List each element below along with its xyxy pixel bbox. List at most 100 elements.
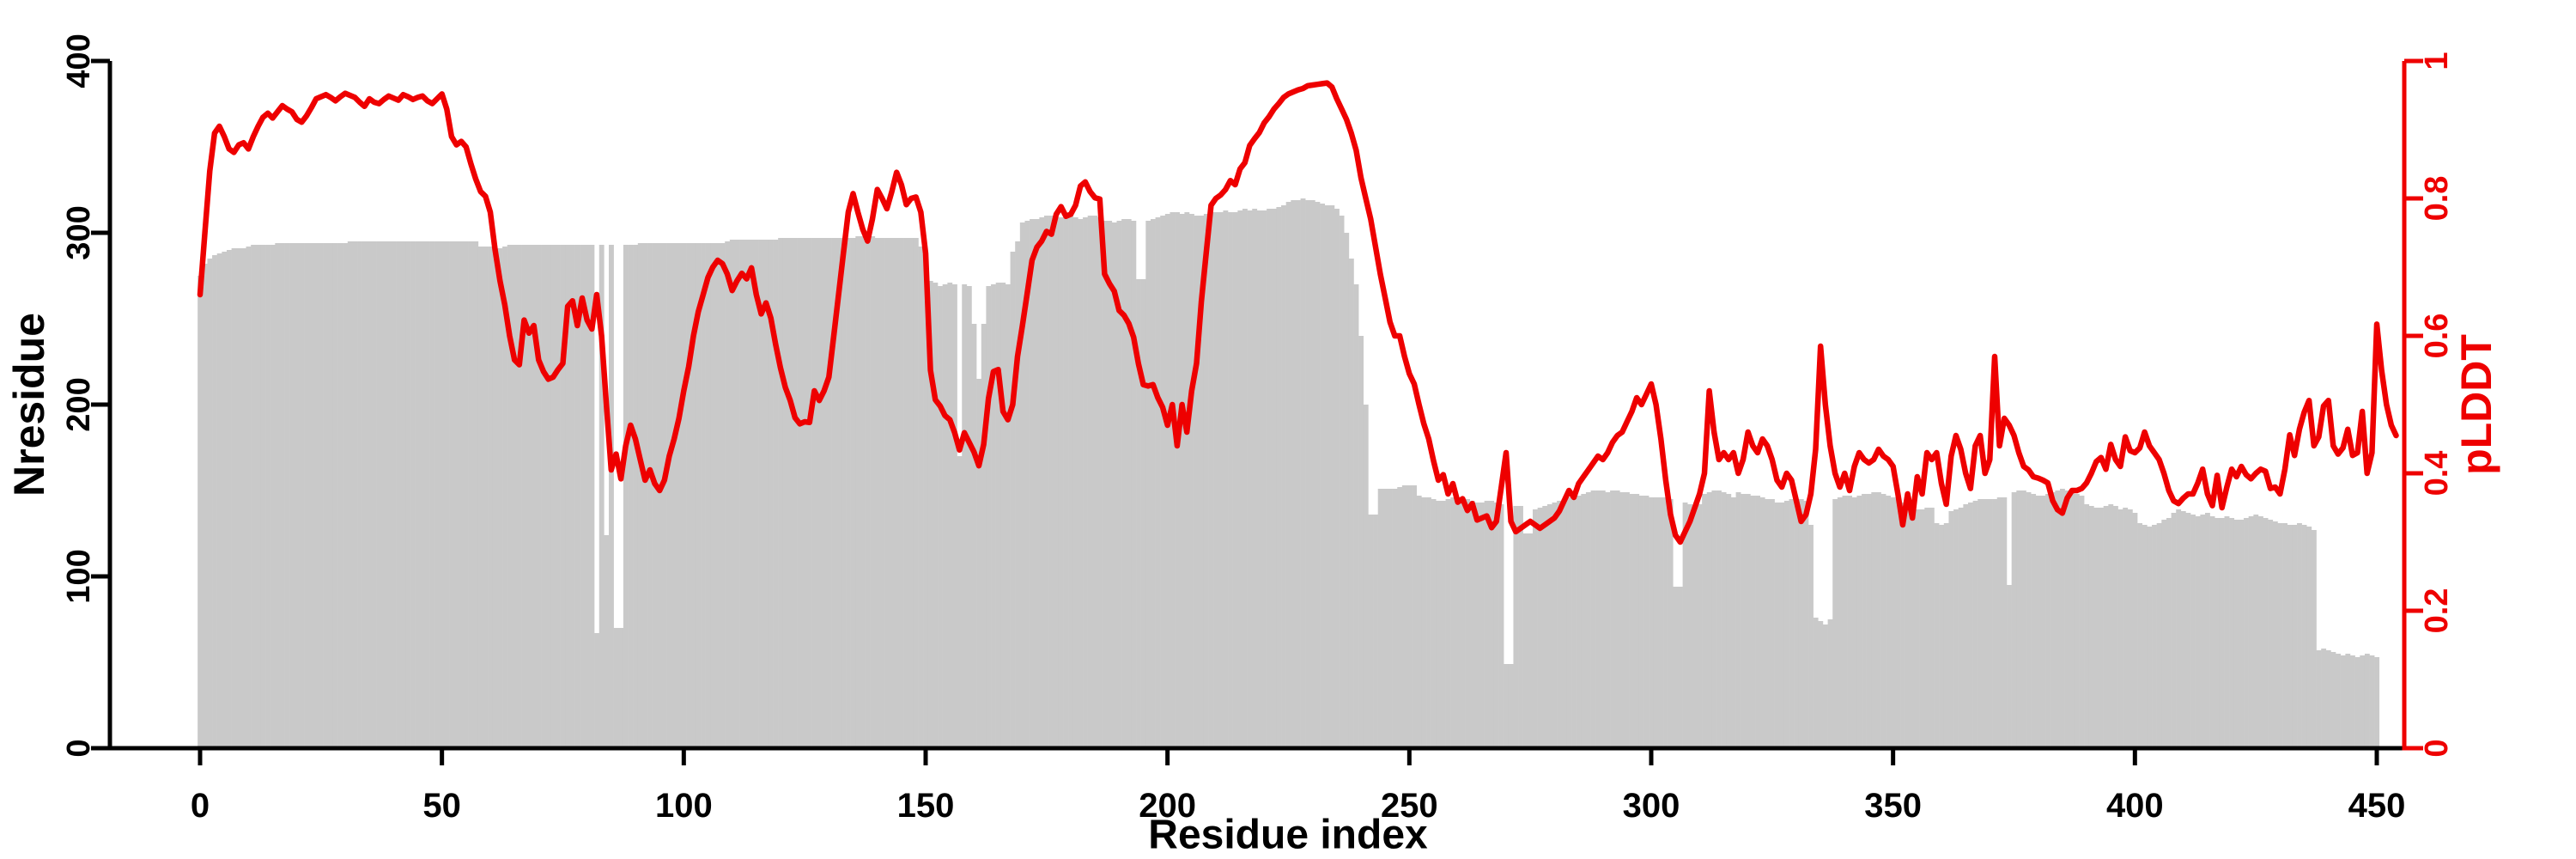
bar-nresidue bbox=[1373, 515, 1378, 748]
bar-nresidue bbox=[396, 241, 402, 748]
bar-nresidue bbox=[714, 243, 720, 748]
bar-nresidue bbox=[1285, 202, 1291, 748]
bar-nresidue bbox=[240, 248, 246, 748]
bar-nresidue bbox=[1614, 490, 1620, 748]
bar-nresidue bbox=[957, 456, 963, 748]
bar-nresidue bbox=[251, 245, 257, 748]
bar-nresidue bbox=[793, 238, 798, 748]
bar-nresidue bbox=[2093, 508, 2099, 748]
bar-nresidue bbox=[477, 247, 483, 748]
bar-nresidue bbox=[444, 241, 450, 748]
bar-nresidue bbox=[1218, 212, 1224, 748]
bar-nresidue bbox=[986, 286, 992, 748]
bar-nresidue bbox=[1271, 209, 1277, 748]
bar-nresidue bbox=[1851, 497, 1857, 748]
bar-nresidue bbox=[429, 241, 435, 748]
bar-nresidue bbox=[2297, 523, 2302, 748]
bar-nresidue bbox=[1832, 499, 1838, 748]
bar-nresidue bbox=[1107, 221, 1113, 748]
bar-nresidue bbox=[1513, 506, 1519, 748]
bar-nresidue bbox=[207, 259, 213, 748]
bar-nresidue bbox=[2374, 657, 2380, 748]
bar-nresidue bbox=[246, 247, 252, 748]
bar-nresidue bbox=[1412, 485, 1418, 748]
bar-nresidue bbox=[1479, 503, 1485, 748]
bar-nresidue bbox=[1967, 503, 1973, 748]
bar-nresidue bbox=[1030, 219, 1035, 748]
bar-nresidue bbox=[304, 243, 309, 748]
bar-nresidue bbox=[835, 238, 841, 748]
y-right-tick-label: 1 bbox=[2419, 52, 2455, 70]
bar-nresidue bbox=[1643, 496, 1649, 748]
bar-nresidue bbox=[2123, 508, 2129, 748]
bar-nresidue bbox=[976, 379, 982, 748]
bar-nresidue bbox=[420, 241, 426, 748]
bar-nresidue bbox=[879, 238, 885, 748]
bar-nresidue bbox=[2364, 654, 2370, 748]
bar-nresidue bbox=[1518, 506, 1523, 748]
bar-nresidue bbox=[817, 238, 823, 748]
bar-nresidue bbox=[1320, 204, 1325, 748]
bar-nresidue bbox=[2345, 654, 2351, 748]
bar-nresidue bbox=[1546, 504, 1552, 748]
y-right-tick-label: 0.8 bbox=[2419, 176, 2455, 222]
bar-nresidue bbox=[1963, 504, 1969, 748]
bar-nresidue bbox=[545, 245, 551, 748]
bar-nresidue bbox=[1658, 497, 1664, 748]
bar-nresidue bbox=[763, 240, 769, 748]
bar-nresidue bbox=[1150, 219, 1156, 748]
bar-nresidue bbox=[1267, 209, 1273, 748]
bar-nresidue bbox=[1368, 515, 1374, 748]
bar-nresidue bbox=[2311, 530, 2317, 748]
bar-nresidue bbox=[415, 241, 421, 748]
bar-nresidue bbox=[343, 243, 349, 748]
bar-nresidue bbox=[1068, 216, 1074, 748]
bar-nresidue bbox=[275, 243, 281, 748]
bar-nresidue bbox=[623, 245, 629, 748]
bar-nresidue bbox=[860, 236, 866, 748]
bar-nresidue bbox=[1803, 501, 1809, 748]
y-right-tick-label: 0.2 bbox=[2419, 588, 2455, 634]
y-left-tick-label: 400 bbox=[61, 34, 97, 88]
bar-nresidue bbox=[787, 238, 793, 748]
bar-nresidue bbox=[2190, 515, 2196, 748]
bar-nresidue bbox=[507, 245, 513, 748]
bar-nresidue bbox=[1765, 499, 1771, 748]
bar-nresidue bbox=[1300, 198, 1306, 748]
bar-nresidue bbox=[903, 238, 909, 748]
bar-nresidue bbox=[1978, 499, 1984, 748]
bar-nresidue bbox=[1890, 497, 1896, 748]
bar-nresidue bbox=[1358, 336, 1364, 748]
bar-nresidue bbox=[2282, 523, 2288, 748]
bar-nresidue bbox=[1465, 499, 1470, 748]
bar-nresidue bbox=[1638, 496, 1644, 748]
bar-nresidue bbox=[1126, 219, 1132, 748]
bar-nresidue bbox=[2272, 521, 2278, 748]
bar-nresidue bbox=[2117, 509, 2123, 748]
bar-nresidue bbox=[870, 236, 876, 748]
bar-nresidue bbox=[347, 241, 353, 748]
bar-nresidue bbox=[1242, 209, 1248, 748]
bar-nresidue bbox=[1121, 219, 1127, 748]
bar-nresidue bbox=[2074, 494, 2080, 748]
bar-nresidue bbox=[1789, 499, 1795, 748]
bar-nresidue bbox=[255, 245, 261, 748]
bar-nresidue bbox=[1155, 217, 1161, 748]
bar-nresidue bbox=[2156, 523, 2162, 748]
bar-nresidue bbox=[923, 259, 929, 748]
bar-nresidue bbox=[729, 240, 735, 748]
bar-nresidue bbox=[1087, 216, 1093, 748]
bar-nresidue bbox=[313, 243, 319, 748]
bar-nresidue bbox=[2031, 494, 2037, 748]
bar-nresidue bbox=[1948, 511, 1954, 748]
bar-nresidue bbox=[1223, 210, 1229, 748]
bar-nresidue bbox=[1489, 501, 1495, 748]
bar-nresidue bbox=[652, 243, 658, 748]
bar-nresidue bbox=[410, 241, 416, 748]
bar-nresidue bbox=[371, 241, 377, 748]
bar-nresidue bbox=[1256, 210, 1262, 748]
bar-nresidue bbox=[2050, 492, 2056, 748]
bar-nresidue bbox=[1987, 499, 1993, 748]
bar-nresidue bbox=[2142, 525, 2148, 748]
